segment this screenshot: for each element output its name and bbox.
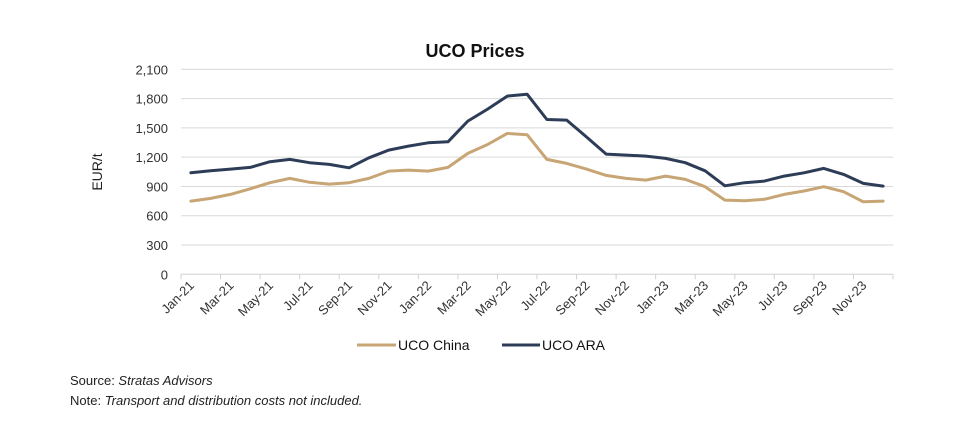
legend-label-uco-ara: UCO ARA [542, 337, 606, 353]
x-tick-label: May-23 [710, 278, 751, 319]
x-tick-label: Jul-22 [517, 278, 553, 314]
note: Note: Transport and distribution costs n… [70, 391, 362, 411]
source-note: Source: Stratas Advisors [70, 371, 362, 391]
y-axis-ticks: 0 300 600 900 1,200 1,500 1,800 2,100 [135, 62, 168, 282]
y-tick-label: 2,100 [135, 62, 168, 77]
y-tick-label: 0 [161, 267, 168, 282]
y-axis-label: EUR/t [89, 153, 105, 190]
x-tick-label: Sep-21 [315, 278, 355, 318]
y-tick-label: 900 [146, 179, 168, 194]
x-tick-label: Sep-23 [790, 278, 830, 318]
y-tick-label: 300 [146, 238, 168, 253]
legend: UCO China UCO ARA [357, 337, 606, 353]
line-chart: UCO Prices EUR/t 0 300 600 900 1,200 1,500 1,8… [89, 41, 894, 353]
y-tick-label: 1,200 [135, 150, 168, 165]
x-tick-label: Jul-21 [280, 278, 316, 314]
note-label: Note: [70, 393, 105, 408]
legend-label-uco-china: UCO China [398, 337, 470, 353]
source-value: Stratas Advisors [118, 373, 213, 388]
x-tick-label: Mar-21 [197, 278, 237, 318]
series-line-uco-ara [189, 92, 885, 188]
y-tick-label: 1,500 [135, 121, 168, 136]
x-tick-label: May-22 [472, 278, 513, 319]
x-tick-label: May-21 [235, 278, 276, 319]
footnotes: Source: Stratas Advisors Note: Transport… [70, 371, 362, 411]
x-tick-label: Jul-23 [755, 278, 791, 314]
series-line-uco-china [189, 131, 885, 204]
gridlines [181, 68, 893, 246]
x-tick-label: Nov-23 [829, 278, 869, 318]
series-lines [189, 92, 885, 204]
x-tick-label: Jan-23 [633, 278, 672, 317]
y-tick-label: 600 [146, 209, 168, 224]
x-tick-label: Jan-22 [396, 278, 435, 317]
x-tick-label: Mar-22 [434, 278, 474, 318]
y-tick-label: 1,800 [135, 92, 168, 107]
x-tick-label: Jan-21 [158, 278, 197, 317]
x-tick-label: Nov-21 [355, 278, 395, 318]
x-tick-label: Nov-22 [592, 278, 632, 318]
x-tick-label: Sep-22 [552, 278, 592, 318]
x-tick-label: Mar-23 [672, 278, 712, 318]
note-value: Transport and distribution costs not inc… [104, 393, 363, 408]
chart-title: UCO Prices [425, 41, 524, 61]
source-label: Source: [70, 373, 119, 388]
